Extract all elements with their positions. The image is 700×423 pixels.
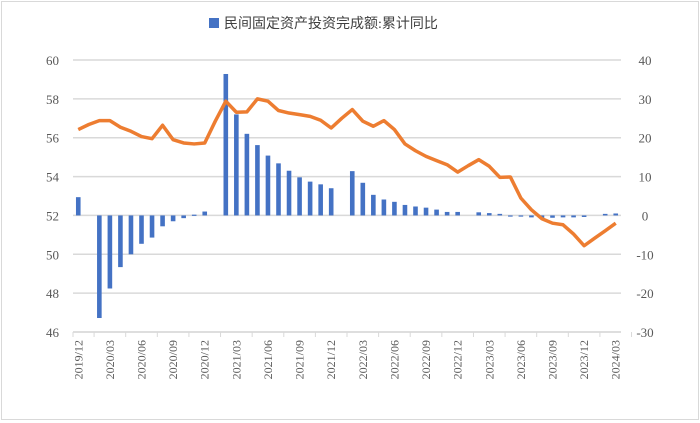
legend-swatch [209,18,219,28]
right-tick-label: -10 [636,247,653,262]
bar [382,199,387,215]
bar [171,215,176,221]
bar [613,213,618,215]
x-tick-label: 2022/06 [387,340,401,379]
right-tick-label: -20 [636,286,653,301]
bar [118,215,123,267]
x-tick-label: 2019/12 [71,340,85,379]
legend-label: 民间固定资产投资完成额:累计同比 [224,16,438,32]
bar [476,212,481,215]
bar [550,215,555,217]
bar [403,205,408,215]
x-tick-label: 2022/12 [451,340,465,379]
x-tick-label: 2020/03 [103,340,117,379]
bar [160,215,165,226]
bar [434,210,439,216]
bar [287,171,292,216]
bar [413,206,418,215]
bar [455,212,460,215]
x-tick-label: 2023/12 [577,340,591,379]
bar [318,184,323,215]
right-axis: -30 -20 -10 0 10 20 30 40 [636,53,653,340]
bar [245,134,250,216]
bar [487,213,492,215]
bar [308,182,313,216]
bar [276,163,281,215]
bar [529,215,534,217]
left-tick-label: 60 [46,53,59,68]
x-tick-label: 2023/06 [514,340,528,379]
bar [255,145,260,215]
bar [350,171,355,215]
right-tick-label: 0 [642,208,649,223]
x-tick-label: 2020/09 [166,340,180,379]
line-series [78,99,616,246]
bar [561,215,566,217]
x-tick-label: 2022/09 [419,340,433,379]
x-tick-label: 2023/09 [546,340,560,379]
x-tick-label: 2021/09 [293,340,307,379]
x-tick-label: 2022/03 [356,340,370,379]
legend: 民间固定资产投资完成额:累计同比 [209,16,438,32]
x-tick-label: 2021/12 [324,340,338,379]
x-tick-label: 2020/12 [198,340,212,379]
x-tick-label: 2024/03 [609,340,623,379]
bar [108,215,113,288]
bar [139,215,144,243]
bar [297,177,302,215]
bar [150,215,155,237]
x-tick-label: 2020/06 [135,340,149,379]
right-tick-label: 40 [639,53,652,68]
right-tick-label: 30 [639,92,652,107]
bar [181,215,186,218]
bar [76,197,81,215]
line-path [78,99,615,246]
left-tick-label: 56 [46,131,60,146]
left-tick-label: 50 [46,247,59,262]
bar [266,156,271,216]
left-tick-label: 58 [46,92,59,107]
bar [508,215,513,216]
bar [571,215,576,217]
right-tick-label: 20 [639,131,652,146]
bar [97,215,102,318]
bar [392,202,397,216]
bar [519,215,524,216]
bar [498,214,503,216]
left-tick-label: 52 [46,208,59,223]
left-tick-label: 46 [46,325,60,340]
x-axis: 2019/12 2020/03 2020/06 2020/09 2020/12 2021/… [71,332,631,379]
x-tick-label: 2023/03 [482,340,496,379]
bar [234,114,239,215]
bar [202,212,207,216]
bar [424,208,429,216]
left-axis: 46 48 50 52 54 56 58 60 [46,53,60,340]
left-tick-label: 54 [46,170,60,185]
x-tick-label: 2021/06 [261,340,275,379]
bar [329,188,334,215]
right-tick-label: -30 [636,325,653,340]
x-tick-label: 2021/03 [229,340,243,379]
bar [445,212,450,215]
bar [582,215,587,217]
bar [603,214,608,216]
gridlines [73,60,621,332]
bar [129,215,134,254]
left-tick-label: 48 [46,286,59,301]
bar-series [76,74,618,318]
bar [371,195,376,216]
bar [224,74,229,215]
bar [192,215,197,216]
bar [361,183,366,216]
right-tick-label: 10 [639,170,652,185]
